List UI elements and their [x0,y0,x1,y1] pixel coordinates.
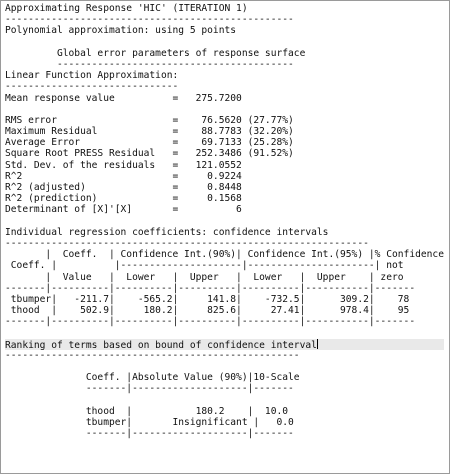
text-cursor [317,339,318,349]
report-line: R^2 (prediction) = 0.1568 [5,193,444,204]
report-line: Ranking of terms based on bound of confi… [5,339,444,350]
report-line: Global error parameters of response surf… [5,48,444,59]
report-line [5,361,444,372]
report-line: ----------------------------------------… [5,59,444,70]
report-line: tbumper| Insignificant | 0.0 [5,417,444,428]
report-line: Average Error = 69.7133 (25.28%) [5,137,444,148]
report-line [5,104,444,115]
report-line: Square Root PRESS Residual = 252.3486 (9… [5,148,444,159]
report-line [5,216,444,227]
report-line: thood | 502.9| 180.2| 825.6| 27.41| 978.… [5,305,444,316]
report-line: -------|--------------------|------- [5,428,444,439]
report-line: R^2 = 0.9224 [5,171,444,182]
report-line: ----------------------------------------… [5,238,444,249]
report-line: Maximum Residual = 88.7783 (32.20%) [5,126,444,137]
report-line: Individual regression coefficients: conf… [5,227,444,238]
report-line: Coeff. | |---------------------|--------… [5,260,444,271]
report-line: Polynomial approximation: using 5 points [5,25,444,36]
report-line: -------|--------------------|------- [5,383,444,394]
report-line: Approximating Response 'HIC' (ITERATION … [5,3,444,14]
report-line: Coeff. |Absolute Value (90%)|10-Scale [5,372,444,383]
report-line [5,395,444,406]
report-line: R^2 (adjusted) = 0.8448 [5,182,444,193]
report-line [5,37,444,48]
report-line: ------------------------------ [5,81,444,92]
report-line: Determinant of [X]'[X] = 6 [5,204,444,215]
report-text-area[interactable]: Approximating Response 'HIC' (ITERATION … [5,3,444,439]
report-line: thood | 180.2 | 10.0 [5,406,444,417]
report-line: ----------------------------------------… [5,14,444,25]
report-line: Linear Function Approximation: [5,70,444,81]
report-line: -------|----------|----------|----------… [5,316,444,327]
report-line [5,327,444,338]
report-line: tbumper| -211.7| -565.2| 141.8| -732.5| … [5,294,444,305]
report-line: ----------------------------------------… [5,350,444,361]
report-line: RMS error = 76.5620 (27.77%) [5,115,444,126]
report-line: -------|----------|----------|----------… [5,283,444,294]
report-line: | Coeff. | Confidence Int.(90%)| Confide… [5,249,444,260]
report-line: | Value | Lower | Upper | Lower | Upper … [5,272,444,283]
report-line: Mean response value = 275.7200 [5,93,444,104]
report-line: Std. Dev. of the residuals = 121.0552 [5,160,444,171]
